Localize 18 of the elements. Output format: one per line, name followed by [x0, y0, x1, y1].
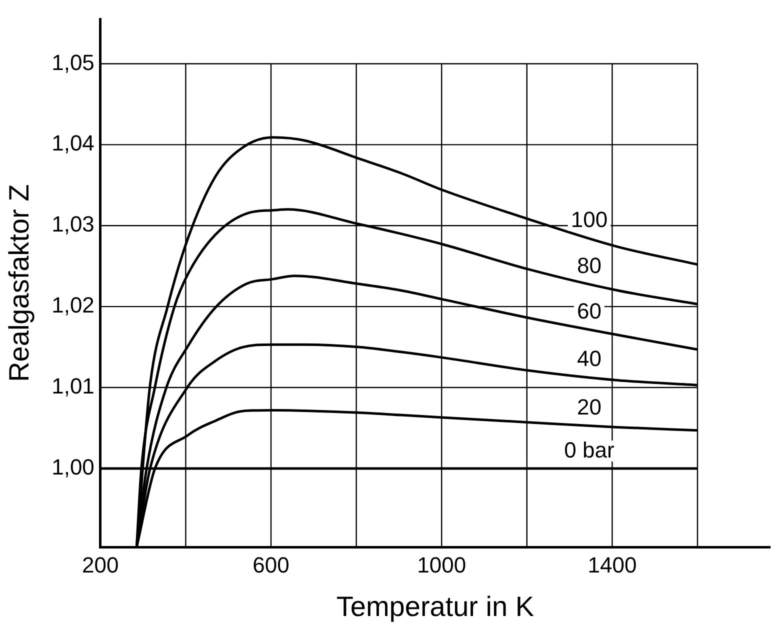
y-tick-label: 1,05: [52, 50, 94, 75]
series-label: 40: [576, 346, 602, 372]
x-tick-label: 200: [82, 552, 119, 578]
y-tick-label: 1,03: [52, 212, 94, 237]
series-label: 60: [576, 298, 602, 324]
x-tick-label: 600: [252, 552, 290, 578]
series-label: 100: [570, 207, 608, 232]
x-axis-title: Temperatur in K: [336, 590, 534, 622]
series-label: 0 bar: [564, 438, 614, 463]
y-tick-label: 1,02: [52, 292, 94, 318]
y-tick-label: 1,00: [52, 454, 94, 480]
series-label: 20: [576, 394, 602, 420]
y-axis-title: Realgasfaktor Z: [4, 184, 35, 382]
series-label: 80: [576, 252, 602, 278]
x-tick-label: 1000: [417, 552, 466, 578]
y-tick-label: 1,04: [52, 130, 94, 156]
x-tick-label: 1400: [588, 552, 637, 578]
y-tick-label: 1,01: [52, 374, 94, 399]
